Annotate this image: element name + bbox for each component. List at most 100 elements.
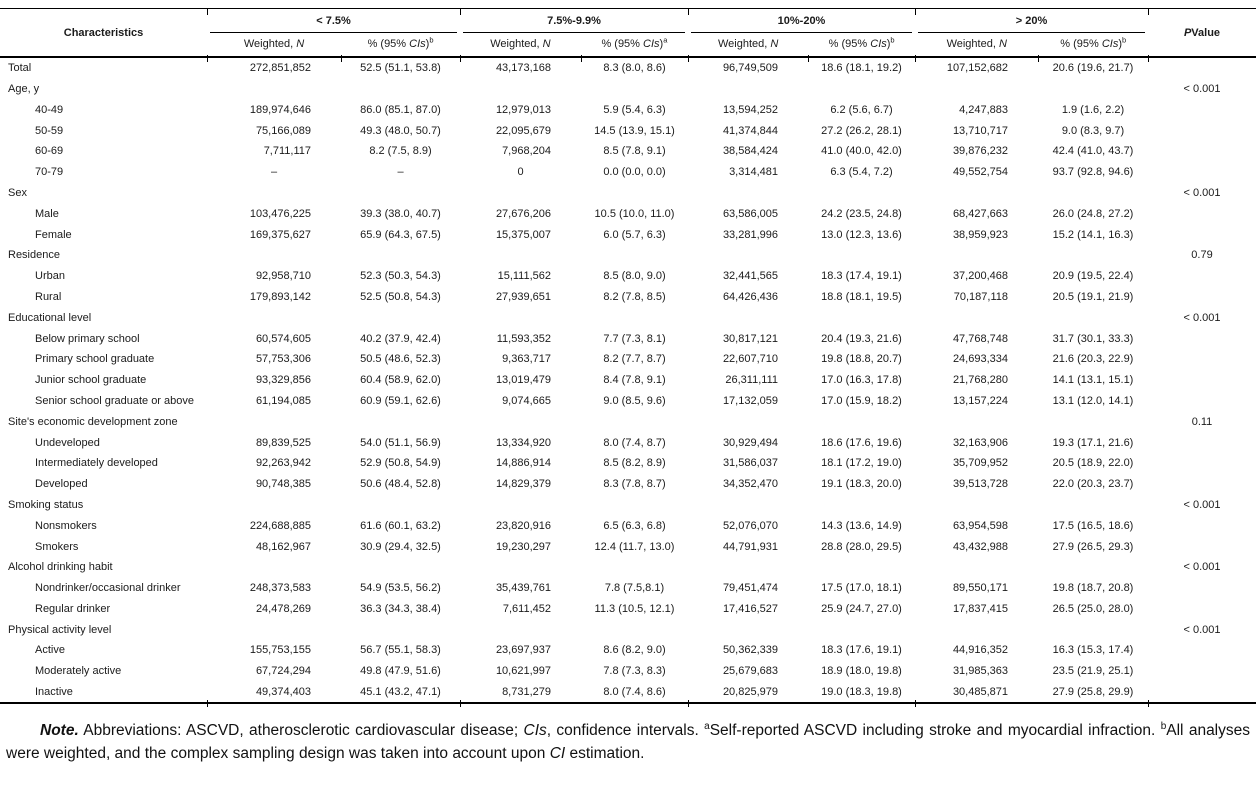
weighted-n-cell: 92,263,942 bbox=[255, 457, 311, 470]
weighted-n-header: Weighted, N bbox=[243, 38, 305, 51]
weighted-n-cell: 48,162,967 bbox=[255, 540, 311, 553]
pct-ci-cell: 45.1 (43.2, 47.1) bbox=[360, 686, 441, 699]
table-row: Active 155,753,155 56.7 (55.1, 58.3) 23,697… bbox=[0, 640, 1256, 661]
row-label: Smoking status bbox=[8, 498, 84, 511]
pct-ci-cell: 8.2 (7.5, 8.9) bbox=[369, 145, 432, 158]
table-row: Undeveloped 89,839,525 54.0 (51.1, 56.9) 13… bbox=[0, 432, 1256, 453]
table-row: 50-59 75,166,089 49.3 (48.0, 50.7) 22,095,6… bbox=[0, 120, 1256, 141]
weighted-n-cell: 21,768,280 bbox=[952, 374, 1008, 387]
pct-ci-cell: 52.5 (51.1, 53.8) bbox=[360, 62, 441, 75]
row-label: Age, y bbox=[8, 82, 40, 95]
table-group-row: Age, y < 0.001 bbox=[0, 79, 1256, 100]
pct-ci-cell: 24.2 (23.5, 24.8) bbox=[821, 207, 902, 220]
pct-ci-cell: 27.9 (26.5, 29.3) bbox=[1052, 540, 1134, 553]
rule-tick bbox=[1148, 8, 1150, 15]
pct-ci-cell: 93.7 (92.8, 94.6) bbox=[1052, 166, 1134, 179]
row-label: Inactive bbox=[35, 686, 73, 699]
row-label: 40-49 bbox=[35, 103, 64, 116]
pct-ci-cell: 19.0 (18.3, 19.8) bbox=[821, 686, 902, 699]
risk-group-header-10-20: 10%-20% Weighted, N % (95% CIs)b bbox=[688, 9, 915, 56]
table-row: Urban 92,958,710 52.3 (50.3, 54.3) 15,111,5… bbox=[0, 266, 1256, 287]
p-value-cell: < 0.001 bbox=[1183, 311, 1221, 324]
weighted-n-cell: 57,753,306 bbox=[255, 353, 311, 366]
weighted-n-cell: 63,586,005 bbox=[722, 207, 778, 220]
row-label: Regular drinker bbox=[35, 602, 111, 615]
rule-tick bbox=[1148, 700, 1150, 708]
pct-ci-cell: 7.7 (7.3, 8.1) bbox=[603, 332, 666, 345]
row-label: Nonsmokers bbox=[35, 519, 97, 532]
weighted-n-cell: 24,478,269 bbox=[255, 602, 311, 615]
table-row: Nonsmokers 224,688,885 61.6 (60.1, 63.2) 23… bbox=[0, 515, 1256, 536]
weighted-n-cell: 224,688,885 bbox=[249, 519, 311, 532]
pct-ci-cell: 14.1 (13.1, 15.1) bbox=[1052, 374, 1134, 387]
weighted-n-cell: 37,200,468 bbox=[952, 270, 1008, 283]
weighted-n-header: Weighted, N bbox=[490, 38, 551, 51]
weighted-n-cell: 272,851,852 bbox=[249, 62, 311, 75]
weighted-n-cell: 9,074,665 bbox=[502, 394, 551, 407]
rule-tick bbox=[688, 700, 690, 708]
pct-ci-cell: 49.8 (47.9, 51.6) bbox=[360, 665, 441, 678]
pct-ci-cell: 8.0 (7.4, 8.6) bbox=[603, 686, 666, 699]
pct-ci-cell: 54.9 (53.5, 56.2) bbox=[360, 582, 441, 595]
rule-tick bbox=[1038, 55, 1040, 63]
risk-group-header-75-99: 7.5%-9.9% Weighted, N % (95% CIs)a bbox=[460, 9, 688, 56]
pct-ci-cell: 36.3 (34.3, 38.4) bbox=[360, 602, 441, 615]
row-label: Below primary school bbox=[35, 332, 140, 345]
table-row: 40-49 189,974,646 86.0 (85.1, 87.0) 12,979,… bbox=[0, 99, 1256, 120]
weighted-n-cell: 13,019,479 bbox=[495, 374, 551, 387]
risk-range-label: > 20% bbox=[918, 9, 1145, 34]
risk-group-header-gt20: > 20% Weighted, N % (95% CIs)b bbox=[915, 9, 1148, 56]
weighted-n-cell: 169,375,627 bbox=[249, 228, 311, 241]
pct-ci-cell: 60.4 (58.9, 62.0) bbox=[360, 374, 441, 387]
table-row: Developed 90,748,385 50.6 (48.4, 52.8) 14,8… bbox=[0, 474, 1256, 495]
row-label: 70-79 bbox=[35, 166, 64, 179]
weighted-n-cell: 155,753,155 bbox=[249, 644, 311, 657]
weighted-n-cell: 20,825,979 bbox=[722, 686, 778, 699]
row-label: Site's economic development zone bbox=[8, 415, 178, 428]
weighted-n-cell: 0 bbox=[517, 166, 524, 179]
weighted-n-cell: 68,427,663 bbox=[952, 207, 1008, 220]
pct-ci-header: % (95% CIs)b bbox=[367, 35, 434, 51]
weighted-n-cell: 23,820,916 bbox=[495, 519, 551, 532]
weighted-n-cell: 22,095,679 bbox=[495, 124, 551, 137]
pct-ci-cell: 20.4 (19.3, 21.6) bbox=[821, 332, 902, 345]
pct-ci-cell: 8.2 (7.7, 8.7) bbox=[603, 353, 666, 366]
weighted-n-cell: 49,552,754 bbox=[952, 166, 1008, 179]
weighted-n-cell: 7,968,204 bbox=[502, 145, 551, 158]
pct-ci-cell: 52.5 (50.8, 54.3) bbox=[360, 290, 441, 303]
row-label: Smokers bbox=[35, 540, 79, 553]
pct-ci-cell: 18.1 (17.2, 19.0) bbox=[821, 457, 902, 470]
risk-group-header-lt75: < 7.5% Weighted, N % (95% CIs)b bbox=[207, 9, 460, 56]
weighted-n-cell: 44,791,931 bbox=[722, 540, 778, 553]
weighted-n-cell: 7,711,117 bbox=[263, 145, 311, 158]
p-value-cell: < 0.001 bbox=[1183, 498, 1221, 511]
row-label: Male bbox=[35, 207, 59, 220]
rule-tick bbox=[915, 55, 917, 63]
row-label: Sex bbox=[8, 186, 27, 199]
p-value-header: P Value bbox=[1183, 26, 1221, 39]
pct-ci-cell: 8.3 (7.8, 8.7) bbox=[603, 478, 666, 491]
weighted-n-cell: 15,375,007 bbox=[495, 228, 551, 241]
pct-ci-header: % (95% CIs)b bbox=[828, 35, 895, 51]
paper-table-page: Characteristics < 7.5% Weighted, N % (95… bbox=[0, 8, 1256, 805]
table-row: Rural 179,893,142 52.5 (50.8, 54.3) 27,939,… bbox=[0, 287, 1256, 308]
weighted-n-cell: 61,194,085 bbox=[255, 394, 311, 407]
table-row: Total 272,851,852 52.5 (51.1, 53.8) 43,173,… bbox=[0, 58, 1256, 79]
pct-ci-cell: 10.5 (10.0, 11.0) bbox=[594, 207, 675, 220]
pct-ci-header: % (95% CIs)b bbox=[1060, 35, 1127, 51]
rule-tick bbox=[460, 700, 462, 708]
pct-ci-cell: 19.1 (18.3, 20.0) bbox=[821, 478, 902, 491]
table-row: Junior school graduate 93,329,856 60.4 (58… bbox=[0, 370, 1256, 391]
pct-ci-cell: 17.5 (17.0, 18.1) bbox=[821, 582, 902, 595]
pct-ci-cell: 21.6 (20.3, 22.9) bbox=[1052, 353, 1134, 366]
row-label: Intermediately developed bbox=[35, 457, 158, 470]
weighted-n-header: Weighted, N bbox=[946, 38, 1007, 51]
note-text: , confidence intervals. bbox=[546, 721, 705, 739]
pct-ci-cell: 13.0 (12.3, 13.6) bbox=[821, 228, 902, 241]
table-body: Total 272,851,852 52.5 (51.1, 53.8) 43,173,… bbox=[0, 58, 1256, 703]
weighted-n-cell: 33,281,996 bbox=[722, 228, 778, 241]
pct-ci-cell: 19.8 (18.8, 20.7) bbox=[821, 353, 902, 366]
pct-ci-cell: 50.6 (48.4, 52.8) bbox=[360, 478, 441, 491]
weighted-n-cell: 17,416,527 bbox=[722, 602, 778, 615]
weighted-n-cell: 31,586,037 bbox=[722, 457, 778, 470]
